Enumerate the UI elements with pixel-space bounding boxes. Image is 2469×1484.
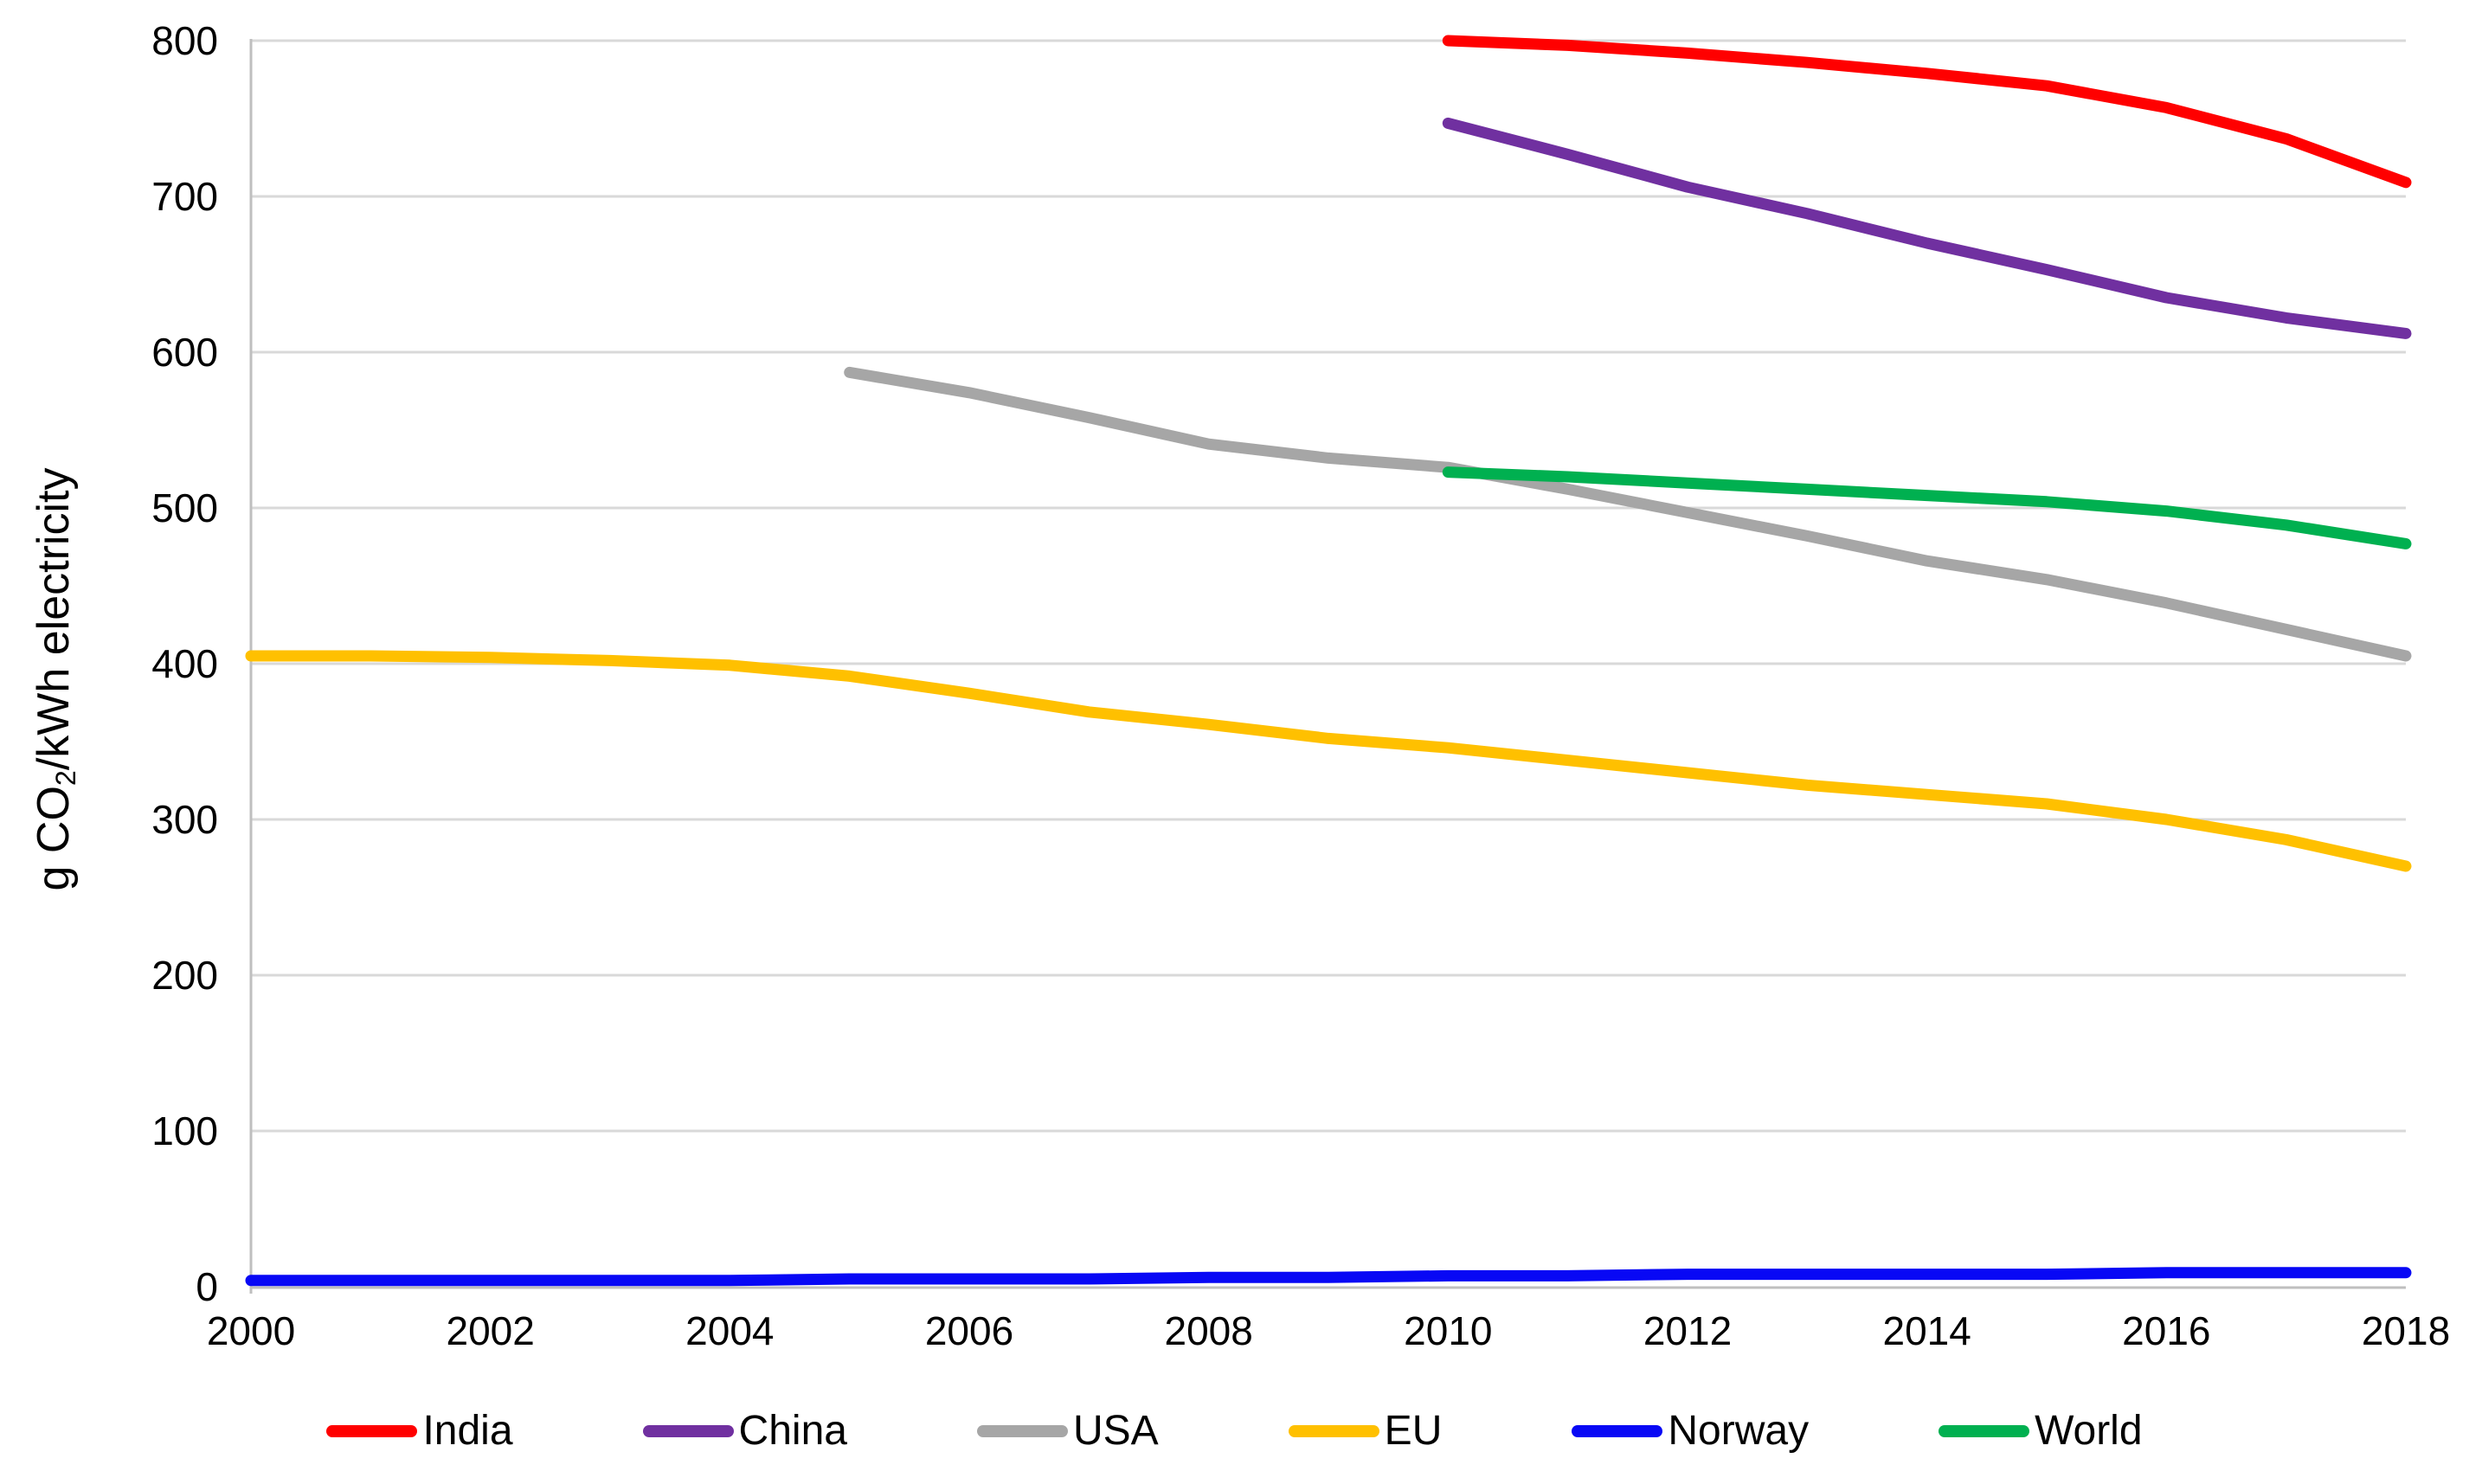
series-line-china	[1442, 117, 2412, 339]
legend-label-norway: Norway	[1668, 1408, 1810, 1454]
series-line-norway	[245, 1267, 2412, 1287]
legend-item-india: India	[326, 1407, 513, 1455]
series-line-eu	[245, 650, 2412, 872]
x-tick-2000: 2000	[206, 1308, 296, 1353]
x-tick-2004: 2004	[685, 1308, 775, 1353]
legend: India China USA EU Norway World	[0, 1404, 2469, 1459]
y-tick-700: 700	[151, 174, 218, 219]
legend-label-world: World	[2035, 1408, 2143, 1454]
y-tick-400: 400	[151, 641, 218, 686]
y-tick-200: 200	[151, 953, 218, 998]
legend-label-china: China	[738, 1408, 847, 1454]
legend-label-eu: EU	[1384, 1408, 1443, 1454]
legend-swatch-china	[642, 1425, 734, 1437]
x-tick-2006: 2006	[924, 1308, 1014, 1353]
series-line-world	[1442, 466, 2412, 549]
y-tick-0: 0	[196, 1264, 218, 1309]
x-tick-2016: 2016	[2122, 1308, 2211, 1353]
legend-item-usa: USA	[976, 1407, 1159, 1455]
x-tick-2018: 2018	[2361, 1308, 2451, 1353]
legend-swatch-world	[1939, 1425, 2030, 1437]
legend-item-world: World	[1939, 1407, 2143, 1455]
legend-swatch-usa	[976, 1425, 1068, 1437]
legend-label-india: India	[422, 1408, 513, 1454]
legend-swatch-norway	[1572, 1425, 1663, 1437]
x-tick-2002: 2002	[446, 1308, 535, 1353]
x-tick-2008: 2008	[1164, 1308, 1253, 1353]
y-axis-title-suffix: /kWh electricity	[29, 467, 79, 771]
legend-item-eu: EU	[1288, 1407, 1443, 1455]
legend-item-norway: Norway	[1572, 1407, 1809, 1455]
x-tick-2010: 2010	[1404, 1308, 1493, 1353]
y-tick-600: 600	[151, 330, 218, 375]
series-line-india	[1442, 35, 2412, 189]
y-axis-title-prefix: g CO	[29, 786, 79, 891]
y-tick-500: 500	[151, 485, 218, 530]
legend-item-china: China	[642, 1407, 847, 1455]
legend-swatch-india	[326, 1425, 418, 1437]
y-tick-300: 300	[151, 797, 218, 842]
y-axis-title: g CO2/kWh electricity	[28, 467, 82, 891]
series-line-usa	[844, 366, 2412, 662]
legend-label-usa: USA	[1072, 1408, 1159, 1454]
x-tick-2014: 2014	[1882, 1308, 1971, 1353]
x-tick-2012: 2012	[1643, 1308, 1733, 1353]
y-axis-title-subscript: 2	[50, 770, 82, 787]
y-tick-800: 800	[151, 18, 218, 63]
legend-swatch-eu	[1288, 1425, 1379, 1437]
y-tick-100: 100	[151, 1108, 218, 1153]
